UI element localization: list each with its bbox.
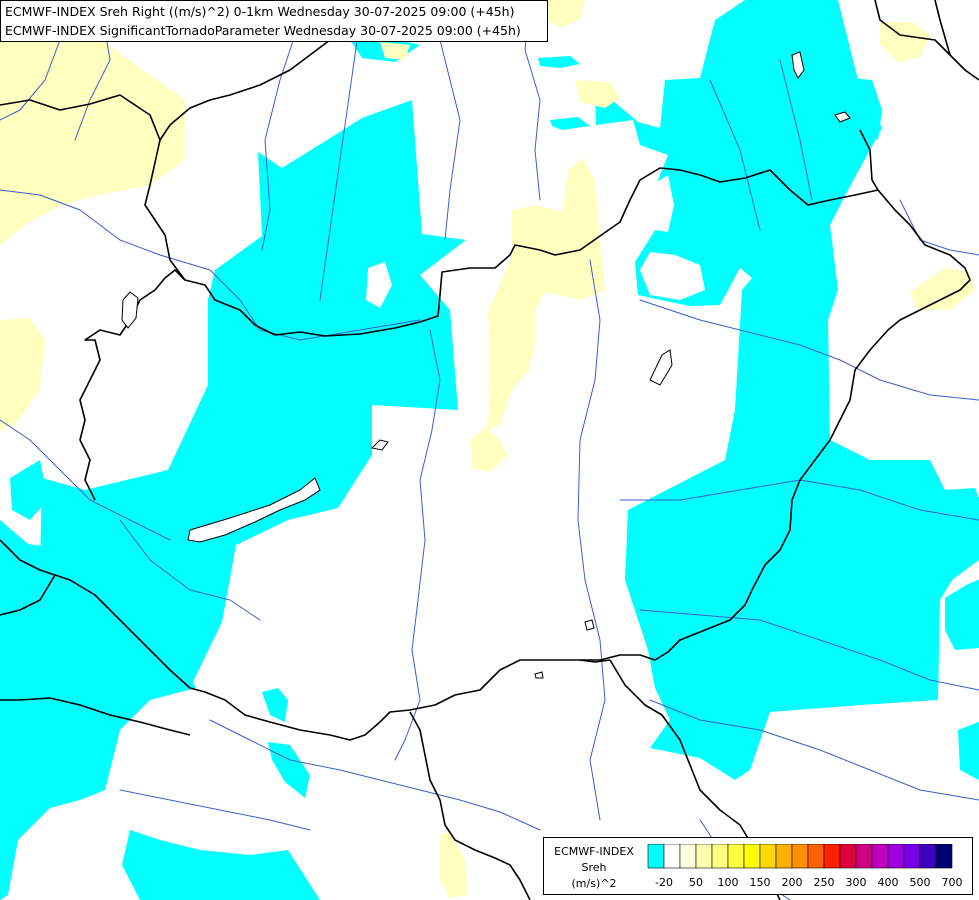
legend-swatch [663,844,681,869]
lakes [121,51,851,679]
legend-tick-label: -20 [655,876,673,889]
legend-tick-label: 50 [689,876,703,889]
legend-swatch [935,844,953,869]
title-line-2: ECMWF-INDEX SignificantTornadoParameter … [5,23,521,38]
legend-unit: (m/s)^2 [571,877,617,890]
legend-source: ECMWF-INDEX [554,845,634,858]
legend-title: ECMWF-INDEX Sreh (m/s)^2 [546,844,642,892]
legend-variable: Sreh [581,861,607,874]
legend-swatch [919,844,937,869]
legend-tick-label: 400 [877,876,899,889]
color-scale [647,844,953,869]
legend-swatch [823,844,841,869]
legend-tick-label: 700 [941,876,963,889]
title-line-1: ECMWF-INDEX Sreh Right ((m/s)^2) 0-1km W… [5,4,515,19]
legend-tick-label: 150 [749,876,771,889]
legend-swatch [727,844,745,869]
color-legend: ECMWF-INDEX Sreh (m/s)^2 -20 50 100 150 200 2… [543,837,973,895]
legend-swatch [855,844,873,869]
legend-swatch [743,844,761,869]
legend-swatch [695,844,713,869]
white-holes [366,175,705,308]
legend-tick-label: 500 [909,876,931,889]
legend-swatch [759,844,777,869]
legend-swatch [903,844,921,869]
legend-tick-label: 200 [781,876,803,889]
legend-swatch [807,844,825,869]
map-title-box: ECMWF-INDEX Sreh Right ((m/s)^2) 0-1km W… [0,0,548,42]
legend-swatch [887,844,905,869]
legend-swatch [711,844,729,869]
legend-swatch [775,844,793,869]
legend-tick-label: 100 [717,876,739,889]
legend-tick-label: 300 [845,876,867,889]
legend-swatch [679,844,697,869]
legend-swatch [791,844,809,869]
legend-swatch [839,844,857,869]
legend-swatch [647,844,665,869]
legend-swatch [871,844,889,869]
legend-tick-label: 250 [813,876,835,889]
